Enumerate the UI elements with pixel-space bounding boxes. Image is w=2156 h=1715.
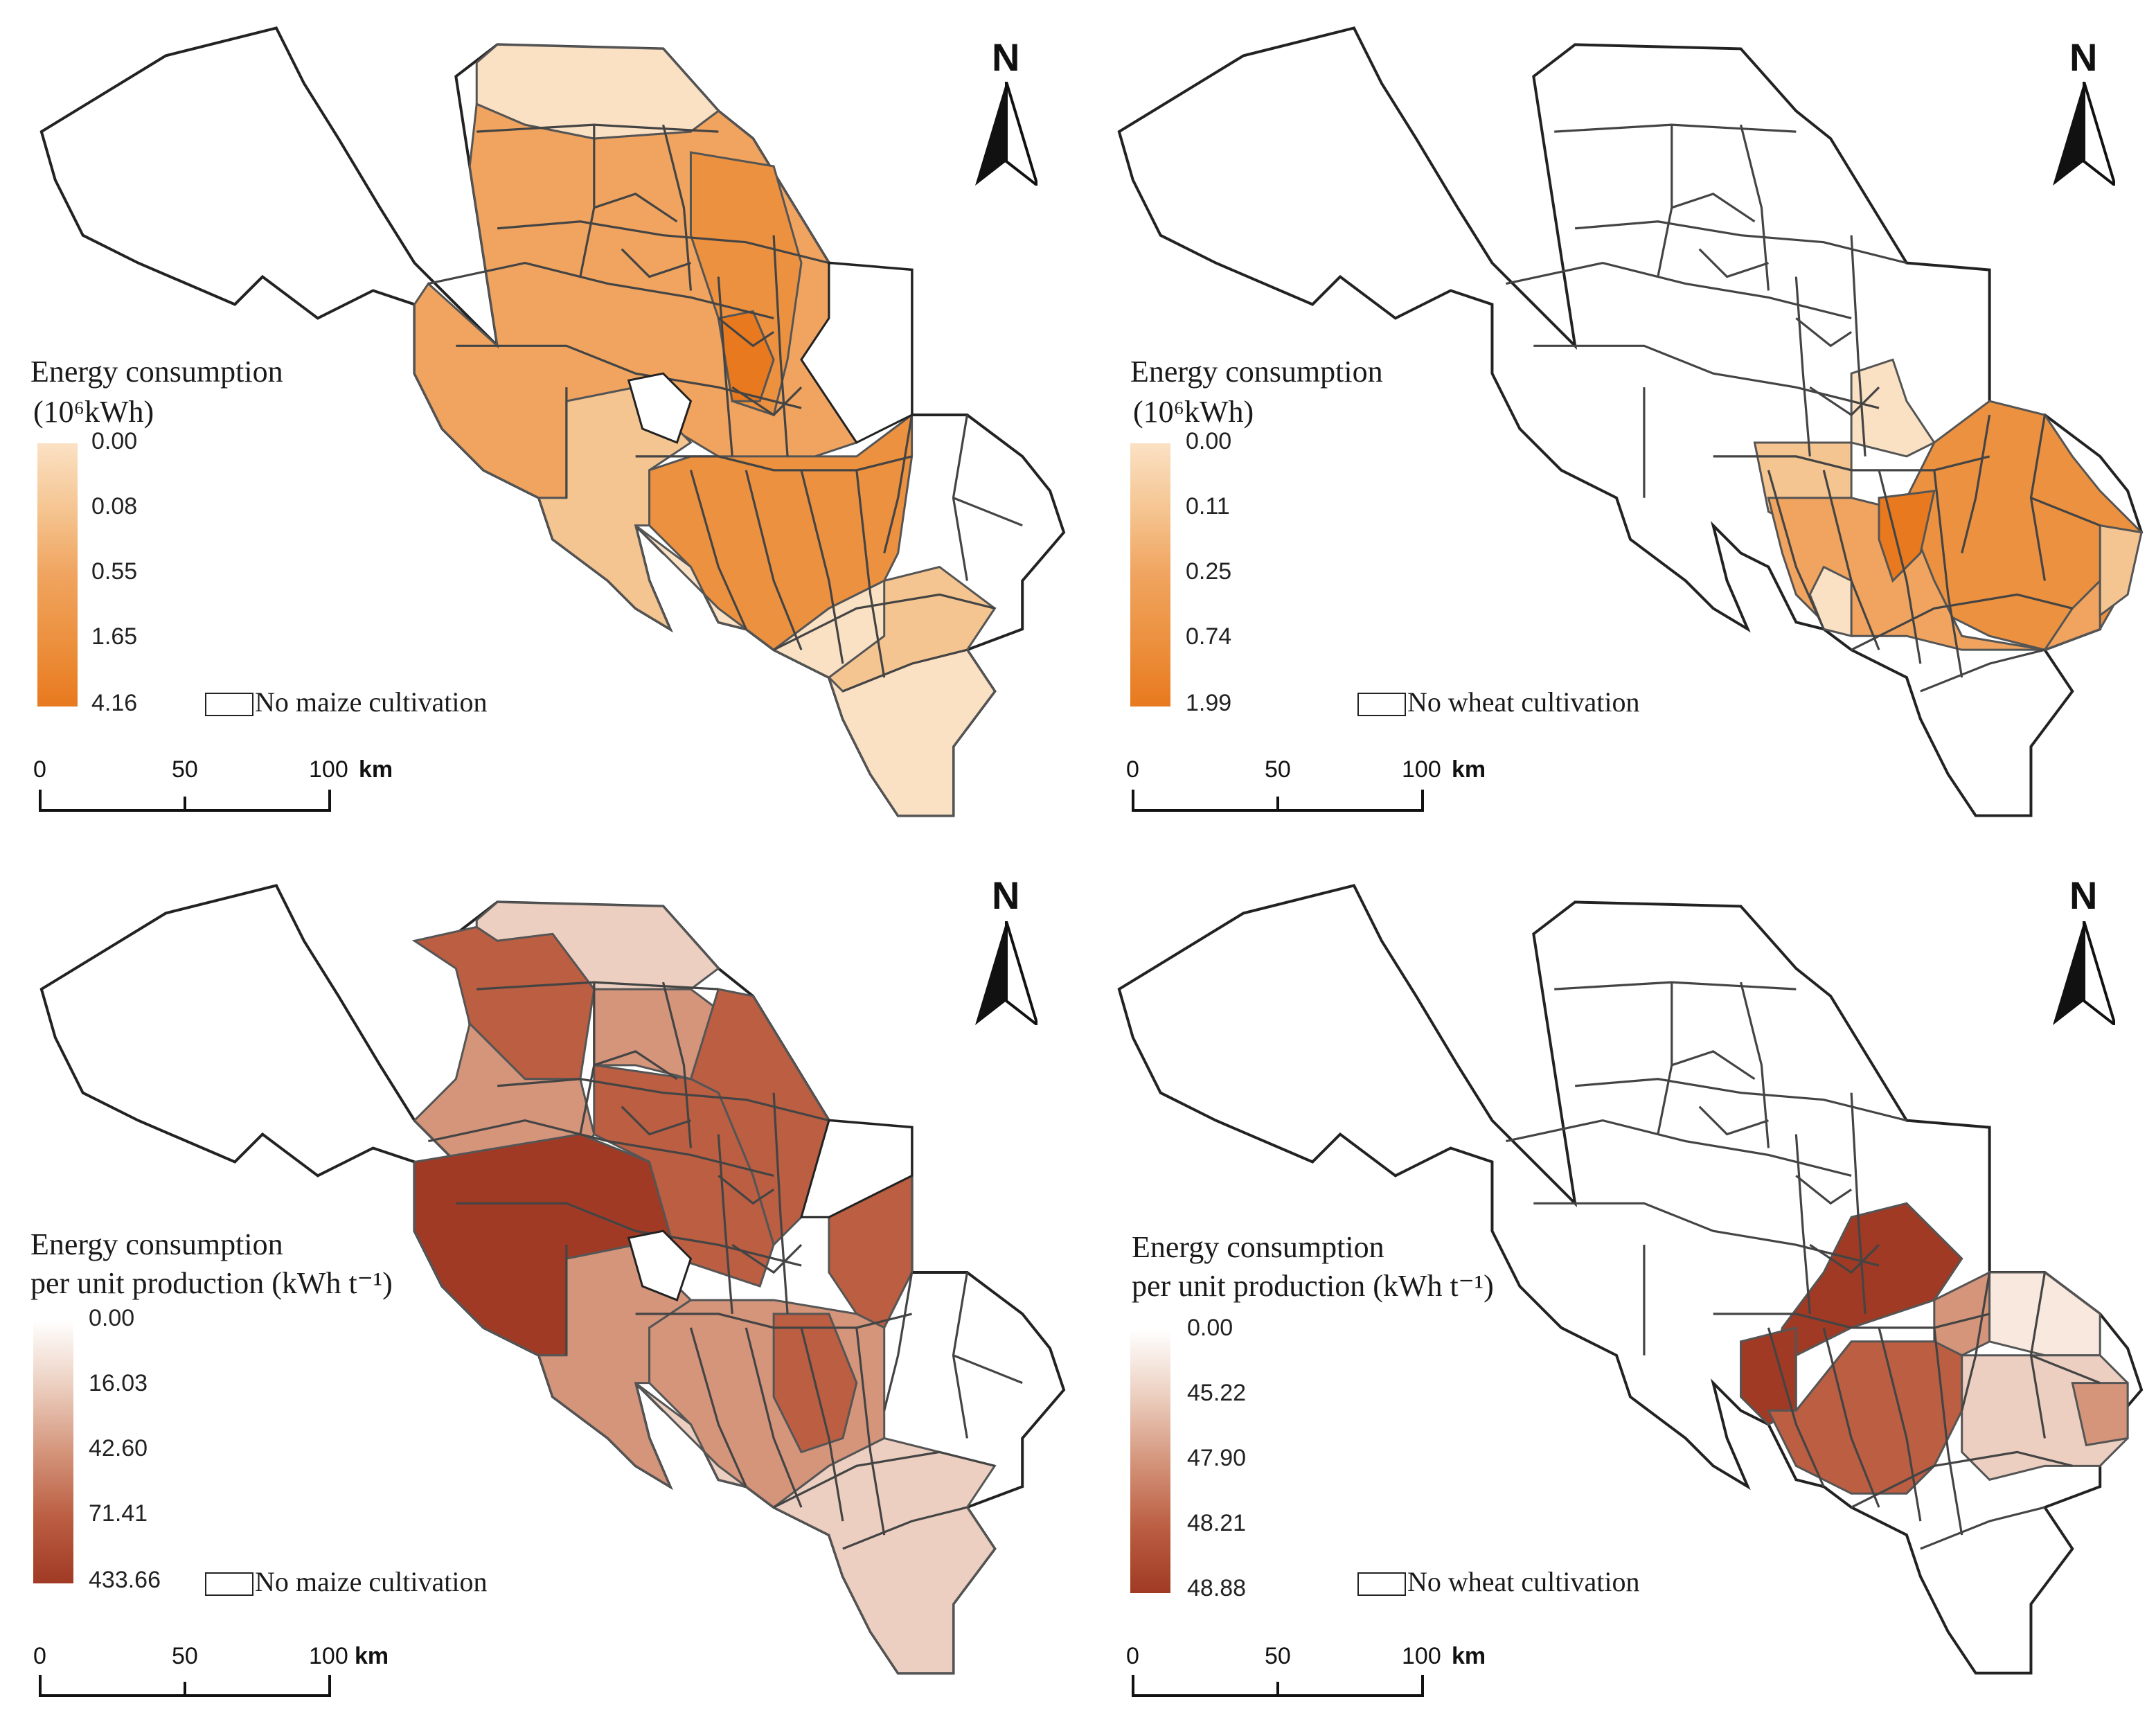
scale-unit: km: [1452, 1643, 1486, 1669]
scale-label: 50: [172, 756, 198, 783]
scale-label: 0: [33, 1643, 46, 1669]
no-data-swatch: [1357, 1572, 1406, 1596]
scale-unit: km: [1452, 756, 1486, 783]
legend-color-ramp: [37, 443, 78, 707]
region-center: [593, 1064, 775, 1288]
scale-label: 100: [309, 756, 348, 783]
north-letter: N: [2069, 35, 2098, 79]
region-south-light: [634, 1382, 997, 1675]
legend-tick: 48.21: [1187, 1510, 1247, 1536]
legend-title-line1: Energy consumption: [1132, 1230, 1384, 1264]
scale-label: 50: [1265, 756, 1291, 783]
legend-tick: 0.08: [91, 493, 138, 519]
legend-tick: 45.22: [1187, 1380, 1247, 1406]
region-no-data-east: [800, 261, 914, 444]
north-arrow-icon: [975, 921, 1037, 1025]
panel-maize-unit: N Energy consumption per unit production…: [0, 857, 1078, 1715]
legend-tick: 0.74: [1186, 623, 1232, 650]
legend-title-line2: (10⁶kWh): [33, 395, 154, 429]
legend-tick: 0.00: [89, 1305, 135, 1331]
legend-color-ramp: [1130, 1330, 1170, 1593]
panel-wheat-unit: N Energy consumption per unit production…: [1078, 857, 2155, 1715]
scale-label: 50: [1265, 1643, 1291, 1669]
legend-tick: 0.11: [1186, 493, 1230, 519]
north-arrow-icon: [2053, 82, 2115, 186]
region-southeast-edge: [2099, 524, 2143, 618]
region-northeast-pale: [1988, 1271, 2101, 1357]
legend-tick: 42.60: [89, 1435, 148, 1461]
north-letter: N: [2069, 873, 2098, 917]
region-no-data-hole: [627, 372, 693, 444]
choropleth-map: [1117, 884, 2144, 1675]
legend-title-line1: Energy consumption: [1130, 355, 1383, 389]
region-east-mid: [2071, 1382, 2129, 1447]
legend-tick: 1.99: [1186, 690, 1232, 716]
legend-title-line1: Energy consumption: [30, 1227, 283, 1261]
no-data-swatch: [205, 1572, 253, 1596]
legend-tick: 0.00: [91, 428, 138, 454]
scale-label: 100: [1402, 1643, 1441, 1669]
scale-label: 100: [309, 1643, 348, 1669]
legend-title-line2: per unit production (kWh t⁻¹): [1132, 1269, 1494, 1303]
legend-title-line2: per unit production (kWh t⁻¹): [30, 1266, 393, 1300]
scale-label: 50: [172, 1643, 198, 1669]
scale-unit: km: [359, 756, 393, 783]
region-center-dark: [1766, 1202, 1963, 1387]
scale-unit: km: [355, 1643, 389, 1669]
legend-color-ramp: [1130, 443, 1170, 707]
legend-tick: 0.25: [1186, 558, 1232, 585]
legend-tick: 4.16: [91, 690, 138, 716]
choropleth-map: [39, 884, 1066, 1675]
region-northwest: [411, 925, 596, 1081]
north-letter: N: [992, 35, 1020, 79]
legend-title-line2: (10⁶kWh): [1133, 395, 1254, 429]
legend-tick: 1.65: [91, 623, 138, 650]
no-data-label: No maize cultivation: [255, 686, 488, 718]
north-arrow-icon: [2053, 921, 2115, 1025]
legend-tick: 47.90: [1187, 1445, 1247, 1471]
north-letter: N: [992, 873, 1020, 917]
no-data-swatch: [1357, 693, 1406, 716]
scale-label: 0: [1126, 756, 1139, 783]
legend-tick: 433.66: [89, 1567, 161, 1593]
scale-bar: [1132, 790, 1424, 812]
scale-label: 100: [1402, 756, 1441, 783]
region-south-center-dark: [1878, 490, 1936, 583]
legend-tick: 0.00: [1186, 428, 1232, 454]
choropleth-map: [39, 26, 1066, 817]
legend-tick: 71.41: [89, 1500, 148, 1527]
no-data-label: No maize cultivation: [255, 1566, 488, 1597]
legend-title-line1: Energy consumption: [30, 355, 283, 389]
no-data-label: No wheat cultivation: [1407, 1566, 1640, 1597]
legend-tick: 0.00: [1187, 1315, 1233, 1341]
legend-tick: 48.88: [1187, 1575, 1247, 1601]
panel-wheat-energy: N Energy consumption (10⁶kWh) 0.00 0.11 …: [1078, 0, 2155, 857]
no-data-swatch: [205, 693, 253, 716]
scale-bar: [1132, 1675, 1424, 1697]
scale-label: 0: [1126, 1643, 1139, 1669]
legend-color-ramp: [33, 1320, 73, 1583]
choropleth-map: [1117, 26, 2144, 817]
scale-label: 0: [33, 756, 46, 783]
legend-tick: 0.55: [91, 558, 138, 585]
region-no-data-east: [800, 1119, 914, 1218]
panel-maize-energy: N Energy consumption (10⁶kWh) 0.00 0.08 …: [0, 0, 1078, 857]
scale-bar: [39, 790, 331, 812]
north-arrow-icon: [975, 82, 1037, 186]
legend-tick: 16.03: [89, 1370, 148, 1396]
scale-bar: [39, 1675, 331, 1697]
no-data-label: No wheat cultivation: [1407, 686, 1640, 718]
region-no-data-hole: [627, 1229, 693, 1301]
region-southwest: [537, 386, 693, 632]
